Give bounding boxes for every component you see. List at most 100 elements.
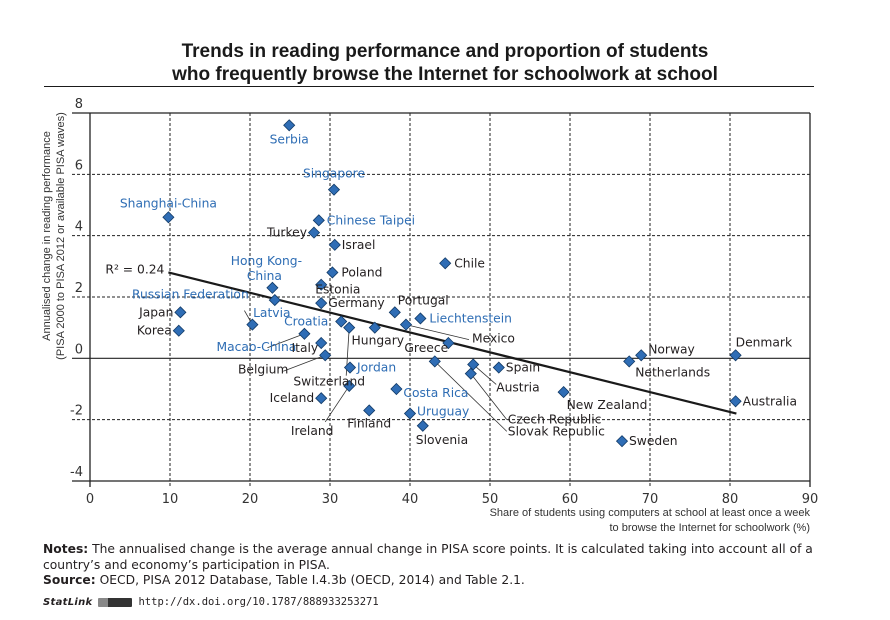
x-tick-label: 30 bbox=[322, 492, 339, 507]
data-point bbox=[399, 318, 413, 331]
point-label: Chile bbox=[454, 256, 485, 270]
point-label: Slovak Republic bbox=[508, 424, 605, 438]
x-axis-title-line-1: Share of students using computers at sch… bbox=[490, 507, 811, 519]
point-label: Poland bbox=[341, 265, 382, 279]
point-label: Singapore bbox=[303, 167, 365, 181]
y-tick-label: -2 bbox=[70, 404, 83, 419]
point-label: Hungary bbox=[352, 334, 405, 348]
point-label: Spain bbox=[506, 361, 540, 375]
data-point bbox=[403, 407, 417, 420]
notes-label: Notes: bbox=[43, 542, 89, 556]
y-tick-label: 4 bbox=[75, 220, 83, 235]
point-label: Greece bbox=[404, 341, 448, 355]
point-label: Italy bbox=[292, 341, 319, 355]
y-tick-label: 2 bbox=[75, 281, 83, 296]
point-label: Mexico bbox=[472, 332, 515, 346]
point-label: Costa Rica bbox=[403, 386, 468, 400]
point-label: Chinese Taipei bbox=[327, 213, 415, 227]
point-label: Estonia bbox=[315, 283, 360, 297]
statlink: StatLink http://dx.doi.org/10.1787/88893… bbox=[43, 596, 379, 608]
data-point bbox=[298, 327, 311, 340]
data-point bbox=[363, 404, 376, 417]
x-tick-label: 50 bbox=[482, 492, 499, 507]
point-label: Czech Republic bbox=[508, 413, 602, 427]
point-label: Latvia bbox=[253, 306, 290, 320]
y-axis-title-line-1: Annualised change in reading performance bbox=[41, 131, 53, 341]
data-point bbox=[729, 395, 742, 408]
point-label: Portugal bbox=[398, 293, 449, 307]
data-point bbox=[343, 361, 357, 374]
point-label: Austria bbox=[496, 380, 539, 394]
data-point bbox=[246, 318, 259, 331]
point-label: Germany bbox=[328, 296, 385, 310]
data-point bbox=[268, 294, 281, 307]
x-tick-label: 40 bbox=[402, 492, 419, 507]
data-point bbox=[283, 119, 296, 132]
data-point bbox=[266, 281, 279, 294]
data-point bbox=[492, 361, 505, 374]
x-tick-label: 80 bbox=[722, 492, 739, 507]
point-label: Switzerland bbox=[293, 375, 365, 389]
data-point bbox=[635, 349, 648, 362]
point-label: Turkey bbox=[266, 226, 307, 240]
point-label: Belgium bbox=[238, 362, 288, 376]
x-tick-label: 90 bbox=[802, 492, 819, 507]
point-label: Israel bbox=[342, 238, 376, 252]
data-point bbox=[315, 392, 328, 405]
data-point bbox=[467, 358, 480, 371]
point-label: Netherlands bbox=[635, 365, 710, 379]
leader-line bbox=[434, 361, 508, 432]
notes-paragraph: Notes: The annualised change is the aver… bbox=[43, 542, 863, 573]
data-point bbox=[416, 419, 429, 432]
point-label: Shanghai-China bbox=[120, 196, 217, 210]
data-point bbox=[307, 226, 321, 239]
point-label: Slovenia bbox=[416, 433, 468, 447]
data-point bbox=[623, 355, 636, 368]
point-label: Norway bbox=[648, 342, 695, 356]
leader-line bbox=[470, 373, 508, 420]
point-label: Russian Federation bbox=[132, 288, 249, 302]
point-label: Finland bbox=[347, 416, 391, 430]
data-point bbox=[428, 355, 441, 368]
data-point bbox=[388, 306, 401, 319]
data-point bbox=[464, 367, 477, 380]
x-tick-label: 0 bbox=[86, 492, 94, 507]
leader-line bbox=[267, 333, 305, 349]
point-labels: Serbia Singapore Shanghai-China Chinese Tai… bbox=[120, 132, 797, 448]
axes bbox=[72, 112, 811, 487]
data-point bbox=[312, 214, 325, 227]
leader-line bbox=[324, 385, 350, 423]
point-label: Denmark bbox=[736, 335, 793, 349]
data-point bbox=[442, 336, 455, 350]
y-tick-label: 6 bbox=[75, 158, 83, 173]
leader-line bbox=[283, 354, 326, 372]
data-point bbox=[315, 336, 328, 350]
leader-line bbox=[472, 364, 497, 385]
data-point bbox=[172, 324, 185, 337]
data-point bbox=[162, 211, 175, 224]
data-point bbox=[439, 257, 452, 270]
point-label: Jordan bbox=[356, 361, 396, 375]
data-point bbox=[729, 349, 742, 362]
data-point bbox=[327, 183, 341, 196]
point-label: Serbia bbox=[270, 132, 309, 146]
statlink-logo-icon bbox=[98, 597, 133, 607]
notes-block: Notes: The annualised change is the aver… bbox=[43, 542, 863, 589]
y-tick-label: 0 bbox=[75, 342, 83, 357]
title-divider bbox=[44, 86, 814, 87]
point-label: Croatia bbox=[284, 315, 328, 329]
data-point bbox=[343, 321, 356, 334]
chart-title: Trends in reading performance and propor… bbox=[0, 40, 890, 86]
point-label: New Zealand bbox=[567, 398, 648, 412]
data-point bbox=[414, 312, 427, 325]
x-tick-label: 10 bbox=[162, 492, 179, 507]
point-label: China bbox=[247, 269, 282, 283]
x-tick-label: 70 bbox=[642, 492, 659, 507]
statlink-url-link[interactable]: http://dx.doi.org/10.1787/888933253271 bbox=[138, 596, 379, 608]
point-label: Hong Kong- bbox=[231, 254, 302, 268]
data-point bbox=[328, 238, 341, 251]
r-squared-label: R² = 0.24 bbox=[105, 262, 164, 276]
chart-title-line-2: who frequently browse the Internet for s… bbox=[172, 64, 718, 85]
statlink-name: StatLink bbox=[43, 596, 93, 608]
